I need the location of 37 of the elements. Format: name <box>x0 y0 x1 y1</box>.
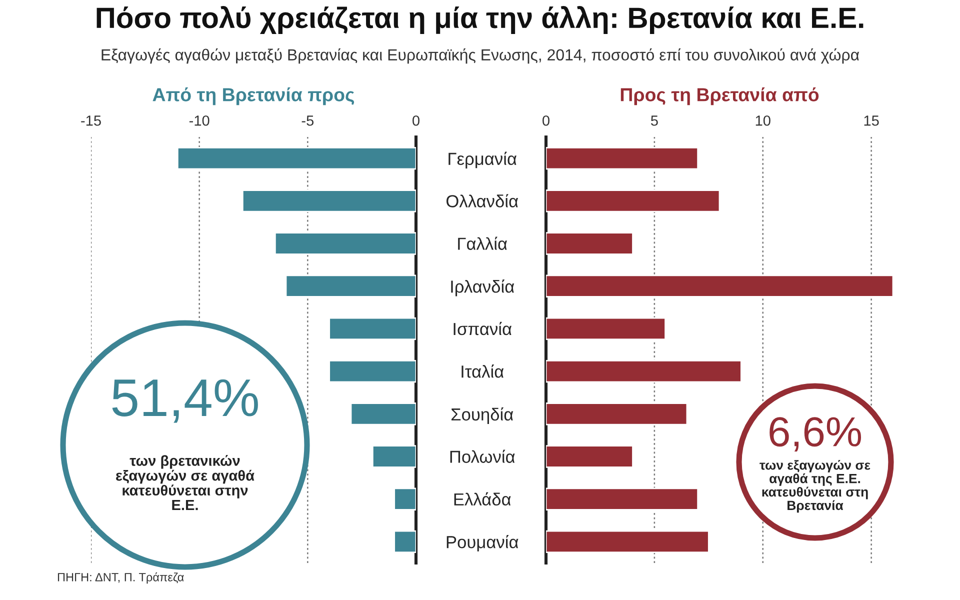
annotation: 51,4% <box>112 379 258 423</box>
bar <box>546 360 742 383</box>
annotation: 6,6% <box>770 417 862 452</box>
x-tick-label: 5 <box>650 116 658 126</box>
x-tick-label: -5 <box>302 116 314 126</box>
y-tick-label: Πολωνία <box>450 450 515 463</box>
y-tick-label: Ισπανία <box>454 322 512 336</box>
y-tick-label: Ιταλία <box>462 364 504 378</box>
x-axis-title: Προς τη Βρετανία από <box>620 87 819 106</box>
y-tick-label: Ολλανδία <box>446 194 518 208</box>
x-tick-label: -15 <box>81 116 101 126</box>
x-tick-label: 0 <box>542 115 550 126</box>
bar <box>546 232 634 255</box>
y-tick-label: Ιρλανδία <box>451 280 514 296</box>
y-tick-label: Ρουμανία <box>446 535 518 552</box>
y-tick-label: Ελλάδα <box>454 492 511 506</box>
x-tick-label: 10 <box>756 115 770 126</box>
bar <box>546 146 699 170</box>
x-axis-title: Από τη Βρετανία προς <box>152 87 354 106</box>
y-tick-label: Σουηδία <box>451 407 514 424</box>
y-tick-label: Γαλλία <box>458 236 508 250</box>
x-tick-label: 15 <box>864 116 879 126</box>
bar <box>546 274 893 298</box>
bar <box>546 317 666 340</box>
text: Εξαγωγές αγαθών μεταξύ Βρετανίας και Ευρωπαϊκής Ενωσης, 2014, ποσοστό επί του συνολικού ανά χώρα <box>102 48 860 64</box>
x-tick-label: 0 <box>412 115 420 126</box>
annotation: των εξαγωγών σε αγαθά της Ε.Ε. κατευθύνεται στη Βρετανία <box>760 460 870 513</box>
bar <box>546 488 699 510</box>
annotation: των βρετανικών εξαγωγών σε αγαθά κατευθύνεται στην Ε.Ε. <box>116 455 254 510</box>
text: Πόσο πολύ χρειάζεται η μία την άλλη: Βρετανία και Ε.Ε. <box>96 6 864 34</box>
x-tick-label: -10 <box>189 115 210 126</box>
bar <box>546 190 720 212</box>
bar <box>546 445 634 468</box>
text: ΠΗΓΗ: ΔΝΤ, Π. Τράπεζα <box>58 572 184 584</box>
bar <box>546 402 688 426</box>
y-tick-label: Γερμανία <box>448 152 517 168</box>
bar <box>546 530 710 554</box>
